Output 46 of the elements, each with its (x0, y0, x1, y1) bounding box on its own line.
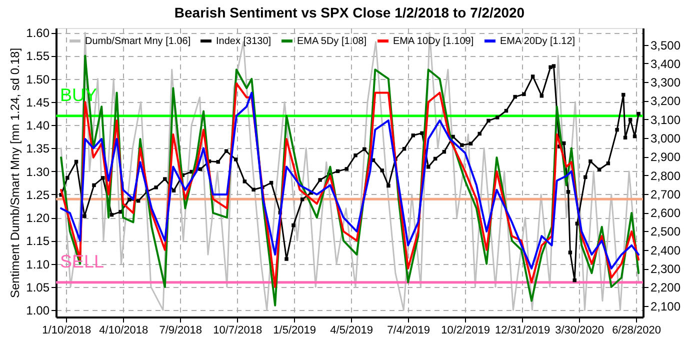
y2-tick-label: 3,200 (650, 94, 681, 108)
y2-tick-label: 3,100 (650, 112, 681, 127)
legend-label: EMA 10Dy [1.109] (393, 36, 474, 47)
y-tick-label: 1.20 (26, 211, 50, 226)
y-tick-label: 1.50 (26, 72, 50, 86)
x-tick-label: 4/10/2018 (99, 324, 148, 336)
y2-tick-label: 2,600 (650, 206, 681, 220)
y2-tick-label: 2,700 (650, 187, 681, 202)
x-tick-label: 4/5/2019 (330, 324, 373, 336)
y2-tick-label: 3,300 (650, 76, 681, 90)
y2-tick-label: 3,000 (650, 132, 681, 146)
y-tick-label: 1.00 (26, 304, 50, 318)
y2-tick-label: 2,300 (650, 262, 681, 276)
y-tick-label: 1.40 (26, 118, 50, 133)
y-tick-label: 1.55 (26, 49, 50, 64)
x-tick-label: 1/5/2019 (273, 324, 316, 336)
x-tick-label: 3/30/2020 (555, 324, 604, 336)
y-tick-label: 1.45 (26, 95, 50, 110)
y2-tick-label: 2,200 (650, 280, 681, 295)
legend-label: Dumb/Smart Mny [1.06] (85, 36, 191, 47)
y2-tick-label: 2,400 (650, 243, 681, 258)
y2-tick-label: 2,500 (650, 224, 681, 239)
legend-label: Index [3130] (216, 36, 272, 47)
x-tick-label: 1/10/2018 (42, 324, 92, 336)
y-tick-label: 1.05 (26, 280, 50, 294)
y-axis-title: Sentiment Dumb/Smart Mny [mn 1.24, sd 0.18] (8, 48, 22, 298)
x-tick-label: 12/31/2019 (495, 324, 550, 336)
x-tick-label: 7/4/2019 (387, 324, 430, 336)
y2-tick-label: 3,500 (650, 38, 681, 52)
x-tick-label: 7/9/2018 (159, 324, 202, 336)
x-tick-label: 10/7/2018 (213, 324, 262, 336)
y-tick-label: 1.25 (26, 188, 50, 202)
legend-label: EMA 20Dy [1.12] (500, 36, 576, 47)
y-tick-label: 1.30 (26, 164, 50, 179)
y-tick-label: 1.15 (26, 234, 50, 248)
x-tick-label: 10/2/2019 (441, 324, 490, 336)
y2-tick-label: 2,800 (650, 168, 681, 183)
x-tick-label: 6/28/2020 (612, 324, 662, 336)
y2-tick-label: 2,900 (650, 150, 681, 164)
y-tick-label: 1.10 (26, 257, 50, 272)
chart-title: Bearish Sentiment vs SPX Close 1/2/2018 to 7/2/2020 (174, 4, 525, 21)
y-tick-label: 1.35 (26, 142, 50, 156)
y2-tick-label: 3,400 (650, 56, 681, 71)
legend-label: EMA 5Dy [1.08] (297, 36, 367, 47)
y-tick-label: 1.60 (26, 26, 50, 40)
y2-tick-label: 2,100 (650, 299, 681, 314)
